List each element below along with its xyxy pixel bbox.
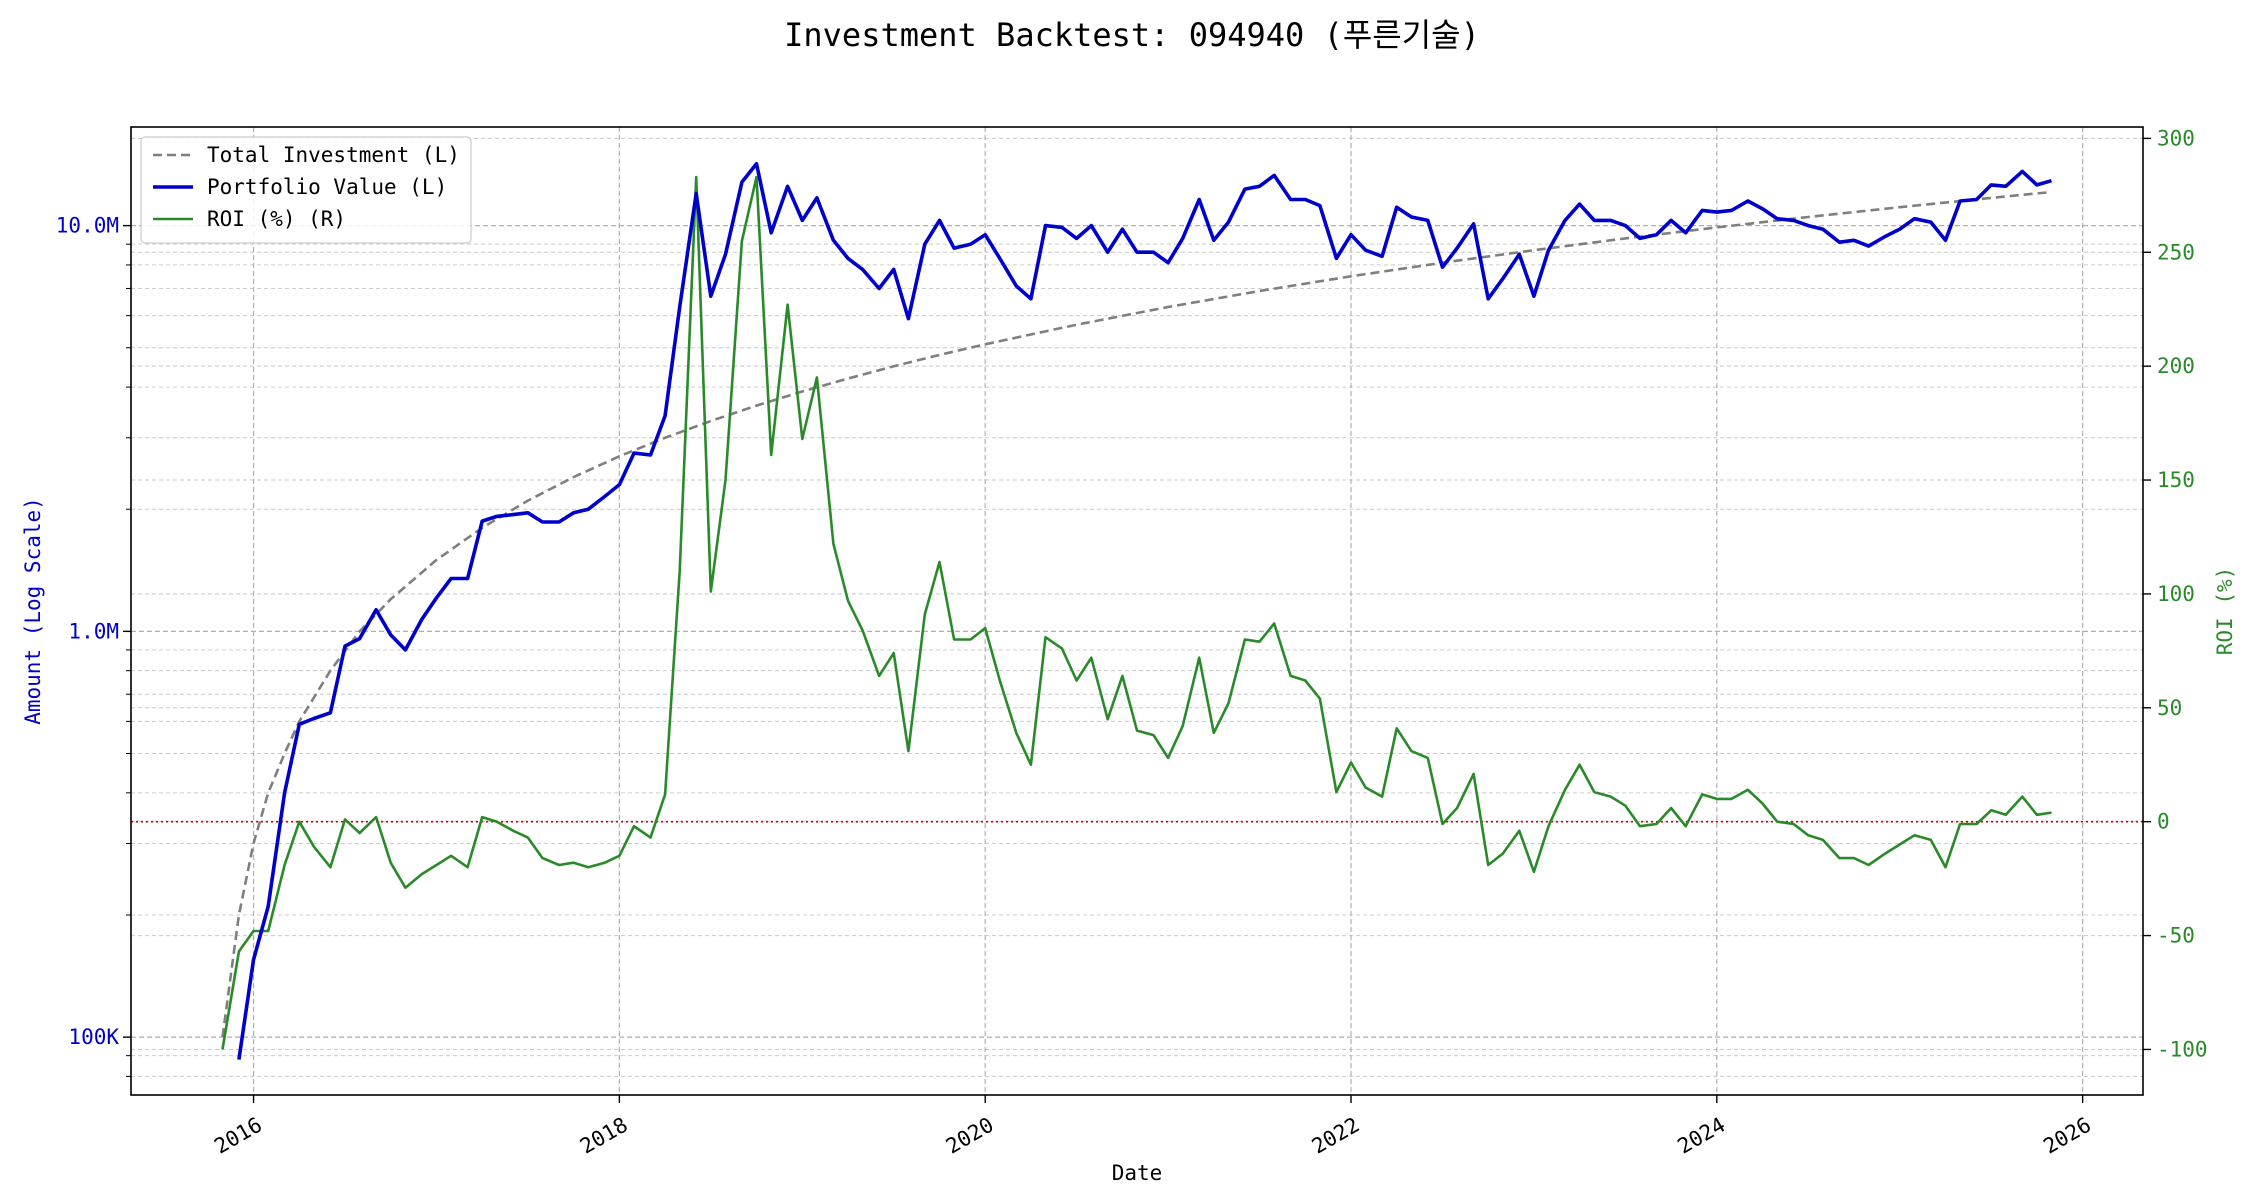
x-axis-label: Date — [1112, 1161, 1163, 1185]
y-right-tick-label: 150 — [2157, 468, 2195, 492]
y-left-axis-label: Amount (Log Scale) — [21, 497, 45, 725]
chart-title: Investment Backtest: 094940 (푸른기술) — [784, 16, 1480, 54]
legend-box — [140, 136, 472, 244]
y-left-tick-label: 10.0M — [56, 214, 119, 238]
series-roi — [221, 175, 2052, 1050]
grid — [131, 127, 2143, 1095]
y-right-tick-label: 300 — [2157, 126, 2195, 150]
legend-entry: Total Investment (L) — [207, 143, 460, 167]
y-right-axis-label: ROI (%) — [2213, 567, 2237, 656]
y-left-tick-label: 100K — [68, 1025, 119, 1049]
legend-entry: ROI (%) (R) — [207, 207, 346, 231]
series-total-investment — [221, 190, 2052, 1038]
y-right-tick-label: 250 — [2157, 240, 2195, 264]
y-right-tick-label: 50 — [2157, 696, 2182, 720]
plot-frame — [130, 126, 2144, 1096]
y-right-tick-label: -50 — [2157, 924, 2195, 948]
y-right-tick-label: 100 — [2157, 582, 2195, 606]
series-layer — [131, 162, 2143, 1060]
y-left-tick-label: 1.0M — [68, 619, 119, 643]
legend-entry: Portfolio Value (L) — [207, 175, 447, 199]
legend: Total Investment (L) Portfolio Value (L) R… — [140, 136, 472, 244]
y-right-tick-label: -100 — [2157, 1037, 2208, 1061]
y-right-tick-label: 200 — [2157, 354, 2195, 378]
series-portfolio-value — [237, 162, 2052, 1060]
y-right-tick-label: 0 — [2157, 810, 2170, 834]
